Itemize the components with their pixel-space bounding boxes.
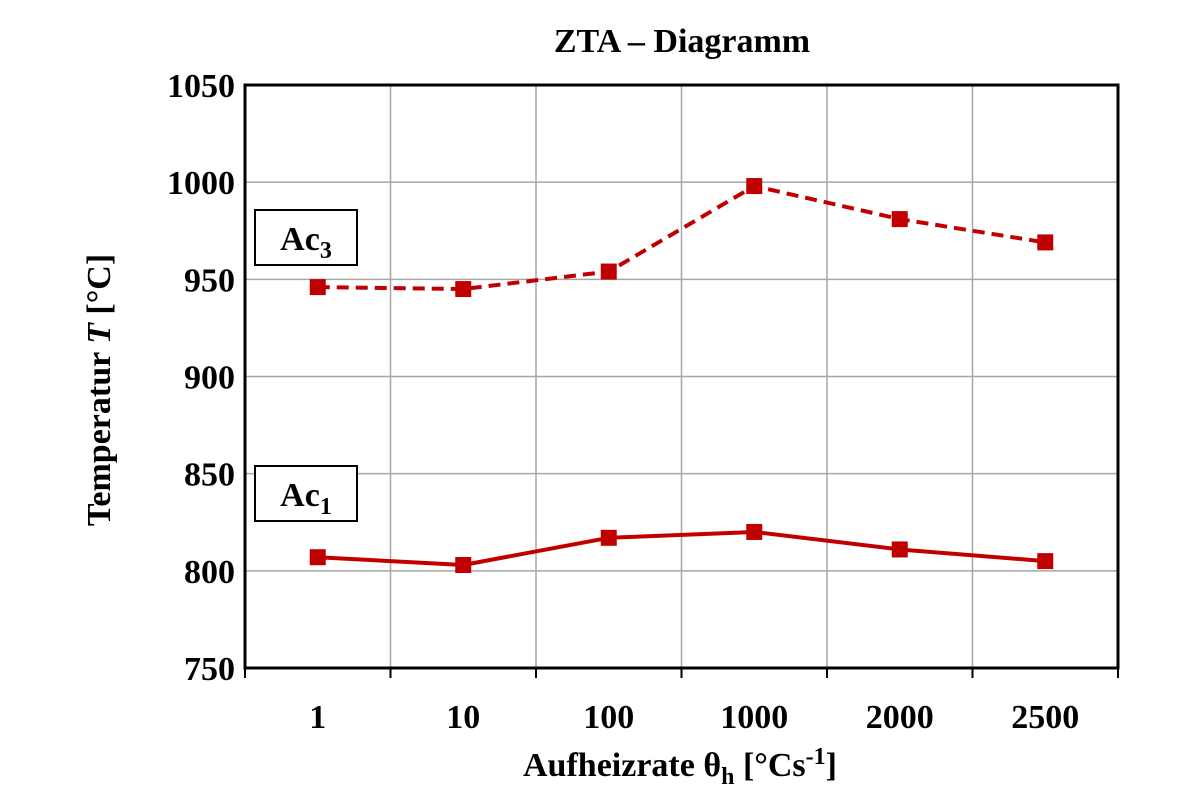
series-ac3 bbox=[309, 178, 1054, 298]
y-tick-label-0: 750 bbox=[184, 651, 235, 688]
data-point-ac3-5 bbox=[1037, 234, 1054, 251]
x-tick-label-5: 2500 bbox=[1011, 699, 1079, 736]
y-tick-label-2: 850 bbox=[184, 457, 235, 494]
data-point-ac3-4 bbox=[891, 211, 908, 228]
series-label-ac1-box bbox=[254, 465, 358, 522]
data-point-ac1-5 bbox=[1037, 553, 1054, 570]
series-label-ac1-text: Ac1 bbox=[280, 477, 332, 520]
y-tick-label-5: 1000 bbox=[167, 165, 235, 202]
y-axis-label: Temperatur T [°C] bbox=[81, 254, 118, 526]
series-label-ac1: Ac1 bbox=[254, 465, 358, 522]
x-tick-label-0: 1 bbox=[309, 699, 326, 736]
x-axis-label: Aufheizrate θh [°Cs-1] bbox=[523, 744, 837, 790]
x-tick-label-2: 100 bbox=[583, 699, 634, 736]
data-point-ac1-2 bbox=[600, 529, 617, 546]
y-axis-ticks: 750 800 850 900 950 1000 1050 bbox=[167, 68, 235, 688]
series-label-ac3-text: Ac3 bbox=[280, 221, 332, 264]
x-axis-label-unit-post: ] bbox=[826, 747, 837, 784]
data-point-ac3-2 bbox=[600, 263, 617, 280]
x-axis-label-sup: -1 bbox=[806, 744, 826, 770]
data-point-ac3-3 bbox=[746, 178, 763, 195]
x-tick-label-1: 10 bbox=[446, 699, 480, 736]
series-line-ac3 bbox=[317, 184, 1046, 292]
data-point-ac3-0 bbox=[309, 279, 326, 296]
series-label-ac3-box bbox=[254, 209, 358, 266]
x-axis-label-main: Aufheizrate θ bbox=[523, 747, 721, 784]
series-line-ac1 bbox=[317, 529, 1046, 568]
data-point-ac1-3 bbox=[746, 523, 763, 540]
data-series bbox=[309, 178, 1054, 574]
y-tick-label-3: 900 bbox=[184, 360, 235, 397]
x-axis-ticks: 1 10 100 1000 2000 2500 bbox=[244, 668, 1119, 736]
y-axis-label-var: T bbox=[81, 322, 118, 344]
plot-frame bbox=[243, 83, 1120, 670]
data-point-ac1-1 bbox=[455, 557, 472, 574]
y-axis-label-pre: Temperatur bbox=[81, 344, 118, 526]
y-axis-label-post: [°C] bbox=[81, 254, 118, 323]
grid-lines bbox=[245, 84, 1118, 669]
chart-title: ZTA – Diagramm bbox=[554, 23, 810, 60]
data-point-ac1-4 bbox=[891, 541, 908, 558]
x-axis-label-sub: h bbox=[721, 764, 734, 790]
data-point-ac3-1 bbox=[455, 281, 472, 298]
series-ac1 bbox=[309, 523, 1054, 574]
x-tick-label-3: 1000 bbox=[720, 699, 788, 736]
data-point-ac1-0 bbox=[309, 549, 326, 566]
series-label-ac3: Ac3 bbox=[254, 209, 358, 266]
y-tick-label-6: 1050 bbox=[167, 68, 235, 105]
x-axis-label-unit-pre: [°Cs bbox=[734, 747, 805, 784]
y-tick-label-4: 950 bbox=[184, 262, 235, 299]
y-tick-label-1: 800 bbox=[184, 554, 235, 591]
x-tick-label-4: 2000 bbox=[866, 699, 934, 736]
